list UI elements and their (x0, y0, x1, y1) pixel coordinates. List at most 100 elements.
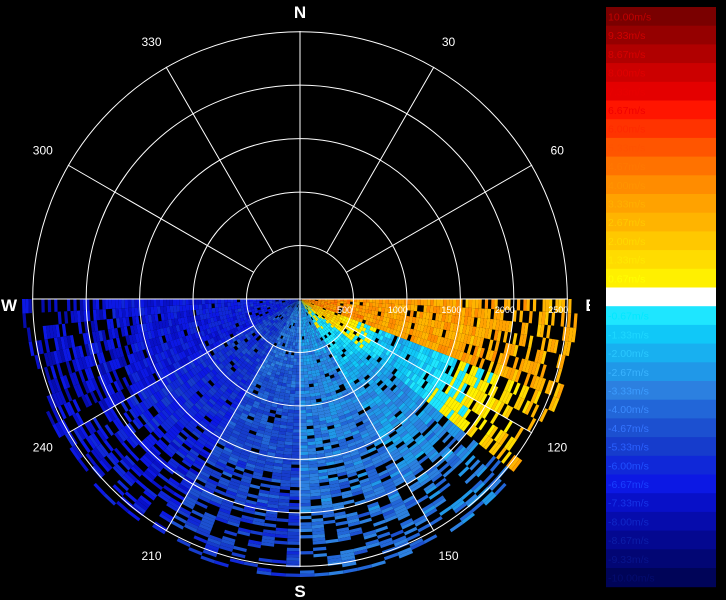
velocity-cell (488, 426, 499, 438)
velocity-cell (355, 317, 360, 322)
velocity-cell (413, 323, 419, 331)
velocity-cell (314, 303, 318, 306)
velocity-cell (438, 328, 444, 337)
velocity-cell (336, 391, 343, 397)
colorbar-label: -0.67m/s (608, 311, 649, 323)
velocity-cell (300, 301, 302, 305)
velocity-cell (350, 373, 356, 379)
velocity-cell (512, 382, 521, 396)
velocity-cell (386, 364, 393, 371)
velocity-cell (309, 327, 313, 332)
velocity-cell (379, 335, 384, 341)
velocity-cell (340, 341, 345, 346)
velocity-cell (468, 426, 479, 438)
velocity-cell (472, 336, 478, 346)
velocity-cell (361, 372, 368, 378)
velocity-cell (324, 300, 328, 302)
velocity-cell (354, 462, 364, 469)
velocity-cell (376, 388, 383, 396)
velocity-cell (301, 303, 304, 307)
velocity-cell (306, 315, 309, 319)
velocity-cell (396, 314, 401, 321)
velocity-cell (344, 384, 351, 390)
velocity-cell (401, 352, 408, 360)
velocity-cell (383, 312, 388, 318)
velocity-cell (389, 448, 399, 457)
velocity-cell (320, 325, 324, 330)
velocity-cell (416, 324, 422, 332)
velocity-cell (330, 300, 335, 303)
velocity-cell (364, 328, 370, 334)
velocity-cell (435, 427, 445, 437)
velocity-cell (548, 299, 553, 313)
velocity-cell (306, 304, 310, 307)
velocity-cell (385, 462, 396, 470)
velocity-cell (328, 404, 336, 410)
velocity-cell (465, 325, 470, 335)
colorbar-label: 6.67m/s (608, 105, 645, 117)
velocity-cell (386, 400, 394, 408)
velocity-cell (324, 311, 328, 315)
velocity-cell (493, 329, 499, 341)
velocity-cell (468, 325, 474, 336)
velocity-cell (354, 438, 364, 445)
velocity-cell (304, 301, 308, 304)
velocity-cell (325, 309, 329, 312)
velocity-cell (452, 389, 461, 400)
velocity-cell (444, 396, 453, 406)
velocity-cell (317, 315, 321, 319)
velocity-cell (457, 332, 463, 342)
velocity-cell (529, 375, 537, 389)
velocity-cell (410, 342, 416, 350)
velocity-cell (351, 347, 357, 353)
velocity-cell (310, 309, 314, 312)
velocity-cell (302, 303, 305, 307)
velocity-cell (454, 403, 464, 414)
velocity-cell (391, 318, 397, 325)
velocity-cell (310, 303, 314, 306)
velocity-cell (344, 365, 351, 371)
velocity-cell (335, 405, 343, 411)
velocity-cell (370, 331, 376, 337)
velocity-cell (446, 375, 454, 386)
velocity-cell (555, 299, 559, 313)
velocity-cell (414, 434, 424, 443)
velocity-cell (350, 450, 360, 457)
velocity-cell (332, 307, 337, 311)
velocity-cell (410, 429, 420, 438)
velocity-cell (390, 323, 395, 330)
velocity-cell (368, 356, 374, 363)
velocity-cell (304, 301, 308, 304)
velocity-cell (313, 339, 317, 344)
velocity-cell (452, 401, 461, 412)
velocity-cell (527, 361, 535, 374)
velocity-cell (368, 413, 377, 421)
velocity-cell (382, 326, 388, 332)
velocity-cell (321, 300, 325, 302)
velocity-cell (310, 313, 314, 317)
velocity-cell (408, 316, 413, 323)
velocity-cell (315, 332, 319, 337)
velocity-cell (471, 479, 483, 492)
velocity-cell (417, 409, 426, 419)
velocity-cell (471, 401, 480, 412)
velocity-cell (471, 308, 476, 318)
velocity-cell (454, 429, 464, 440)
velocity-cell (454, 341, 461, 351)
velocity-cell (304, 302, 307, 305)
velocity-cell (465, 385, 474, 397)
velocity-cell (310, 337, 314, 342)
velocity-cell (428, 349, 434, 358)
velocity-cell (301, 300, 303, 304)
velocity-cell (401, 375, 409, 384)
velocity-cell (376, 427, 385, 435)
velocity-cell (346, 418, 355, 424)
velocity-cell (363, 316, 368, 321)
velocity-cell (355, 351, 362, 358)
velocity-cell (412, 336, 418, 344)
velocity-cell (410, 356, 417, 365)
velocity-cell (359, 450, 369, 457)
velocity-cell (320, 311, 325, 315)
velocity-cell (413, 466, 424, 476)
velocity-cell (337, 302, 341, 306)
